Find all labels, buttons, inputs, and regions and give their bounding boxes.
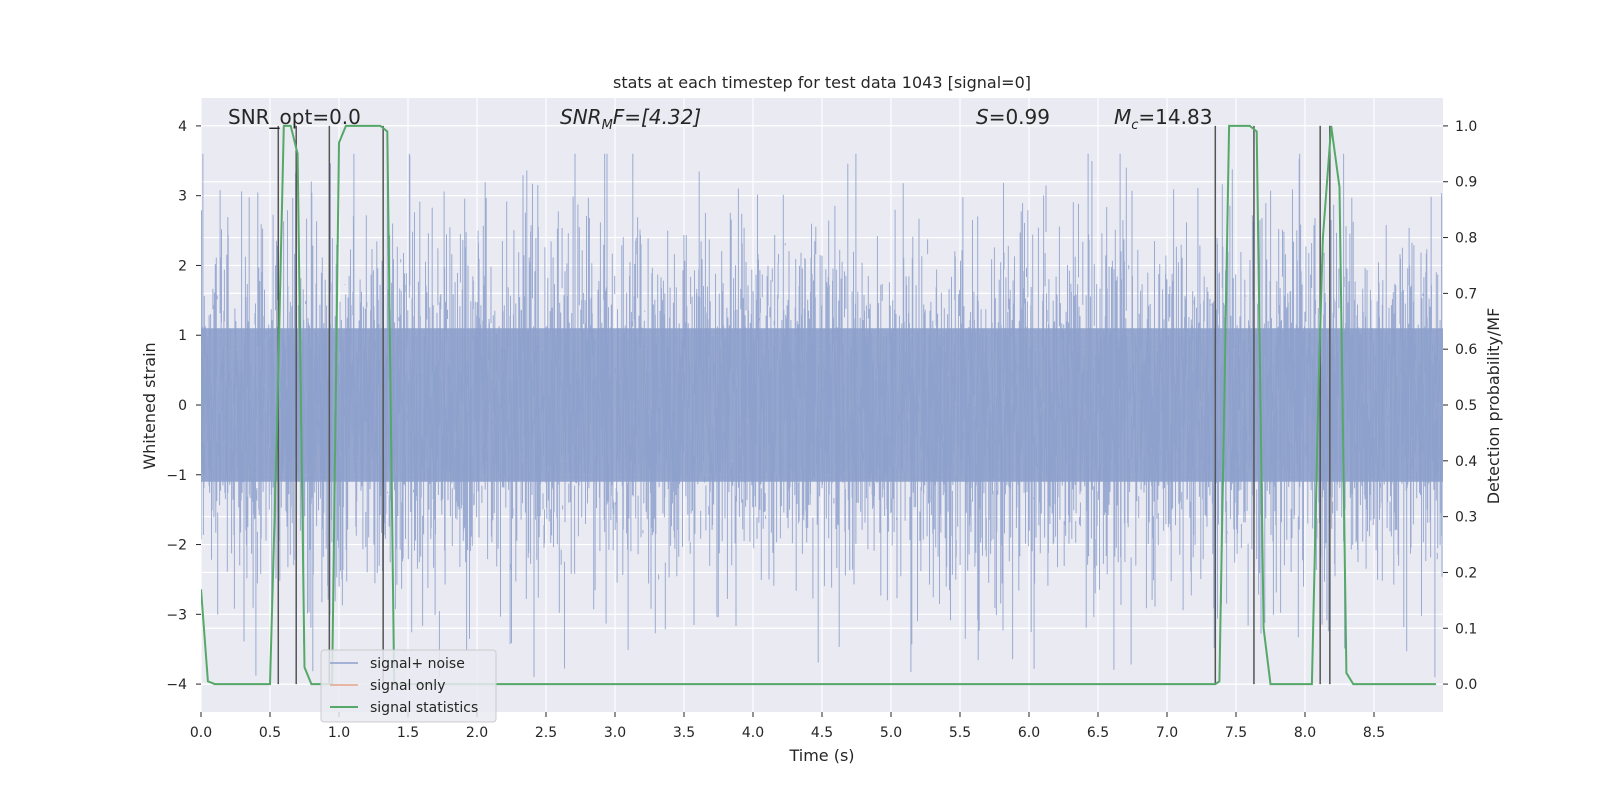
x-ticks: 0.0 0.5 1.0 1.5 2.0 2.5 3.0 3.5 4.0 4.5 5.0 5.5 6.0 6…: [190, 712, 1385, 741]
y-tick-label-right: 0.4: [1455, 454, 1477, 470]
y-axis-label-left: Whitened strain: [140, 342, 159, 469]
legend-label-signal-only: signal only: [370, 678, 445, 694]
s-value: =0.99: [989, 105, 1050, 129]
mc-subscript: c: [1131, 118, 1138, 133]
y-tick-label-right: 0.2: [1455, 565, 1477, 581]
x-tick-label: 3.5: [673, 725, 695, 741]
snr-mf-subscript: M: [602, 118, 613, 133]
y-tick-label-left: −2: [166, 538, 187, 554]
legend-label-signal-noise: signal+ noise: [370, 656, 465, 672]
y-tick-label-right: 0.3: [1455, 510, 1477, 526]
x-tick-label: 0.0: [190, 725, 212, 741]
y-tick-label-right: 0.6: [1455, 342, 1477, 358]
mc-value: =14.83: [1138, 105, 1212, 129]
x-tick-label: 3.0: [604, 725, 626, 741]
y-tick-label-left: 3: [178, 189, 187, 205]
x-tick-label: 6.0: [1018, 725, 1040, 741]
s-symbol: S: [976, 105, 989, 129]
snr-mf-symbol: SNR: [560, 105, 602, 129]
legend-label-signal-statistics: signal statistics: [370, 700, 478, 716]
y-tick-label-left: −1: [166, 468, 187, 484]
annotation-mc: Mc=14.83: [1114, 105, 1212, 133]
y-tick-label-left: −3: [166, 607, 187, 623]
mc-symbol: M: [1114, 105, 1131, 129]
y-tick-label-right: 0.7: [1455, 286, 1477, 302]
y-tick-label-left: 4: [178, 119, 187, 135]
y-tick-label-left: 1: [178, 328, 187, 344]
legend-box: [320, 649, 497, 723]
y-tick-label-right: 1.0: [1455, 119, 1477, 135]
snr-mf-value: F=[4.32]: [613, 105, 701, 129]
signal-statistics-line: [201, 124, 1437, 686]
x-tick-label: 4.0: [742, 725, 764, 741]
y-tick-label-right: 0.5: [1455, 398, 1477, 414]
x-tick-label: 7.5: [1225, 725, 1247, 741]
x-tick-label: 6.5: [1087, 725, 1109, 741]
y-tick-label-left: 0: [178, 398, 187, 414]
vertical-markers: [277, 125, 1331, 685]
annotation-snr-mf: SNRMF=[4.32]: [560, 105, 701, 133]
legend: signal+ noise signal only signal statist…: [320, 649, 497, 723]
noise-series: [201, 153, 1443, 678]
x-tick-label: 1.5: [397, 725, 419, 741]
x-tick-label: 1.0: [328, 725, 350, 741]
y-tick-label-right: 0.1: [1455, 621, 1477, 637]
y-tick-label-right: 0.8: [1455, 231, 1477, 247]
y-tick-label-left: −4: [166, 677, 187, 693]
x-axis-label: Time (s): [788, 746, 854, 765]
x-tick-label: 4.5: [811, 725, 833, 741]
chart-title: stats at each timestep for test data 104…: [613, 73, 1031, 92]
x-tick-label: 2.5: [535, 725, 557, 741]
x-tick-label: 2.0: [466, 725, 488, 741]
x-tick-label: 7.0: [1156, 725, 1178, 741]
x-tick-label: 5.5: [949, 725, 971, 741]
x-tick-label: 5.0: [880, 725, 902, 741]
y-ticks-right: 1.0 0.9 0.8 0.7 0.6 0.5 0.4 0.3 0.2 0.1 0.0: [1443, 119, 1477, 693]
noise-core-band: [201, 328, 1443, 482]
annotation-snr-opt: SNR_opt=0.0: [228, 105, 361, 129]
y-tick-label-right: 0.9: [1455, 175, 1477, 191]
x-tick-label: 8.0: [1294, 725, 1316, 741]
x-tick-label: 8.5: [1363, 725, 1385, 741]
y-tick-label-left: 2: [178, 258, 187, 274]
annotation-s: S=0.99: [976, 105, 1050, 129]
y-axis-label-right: Detection probability/MF: [1484, 308, 1503, 505]
y-tick-label-right: 0.0: [1455, 677, 1477, 693]
x-tick-label: 0.5: [259, 725, 281, 741]
y-ticks-left: 4 3 2 1 0 −1 −2 −3 −4: [166, 119, 201, 693]
